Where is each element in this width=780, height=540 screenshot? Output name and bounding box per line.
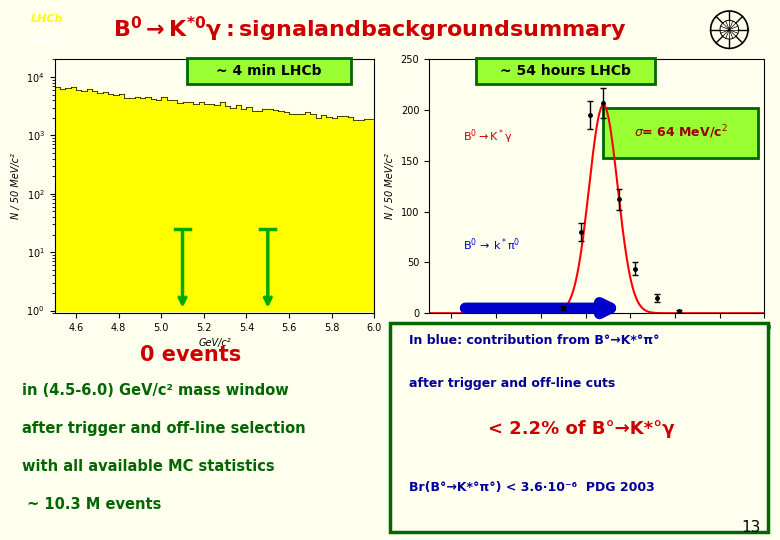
Y-axis label: N / 50 MeV/c²: N / 50 MeV/c² <box>385 153 395 219</box>
Text: ~ 54 hours LHCb: ~ 54 hours LHCb <box>500 64 631 78</box>
Text: 0 events: 0 events <box>140 345 242 364</box>
X-axis label: GeV/c²: GeV/c² <box>580 339 613 348</box>
Text: Br(B°→K*°π°) < 3.6·10⁻⁶  PDG 2003: Br(B°→K*°π°) < 3.6·10⁻⁶ PDG 2003 <box>409 481 655 494</box>
Text: $\mathbf{B^0 \rightarrow K^{*0}\gamma}$$\mathbf{: signal and background summary}: $\mathbf{B^0 \rightarrow K^{*0}\gamma}$$… <box>113 15 627 44</box>
Text: < 2.2% of B°→K*°γ: < 2.2% of B°→K*°γ <box>488 420 675 438</box>
Text: $\mathrm{B^0 \rightarrow K^*\gamma}$: $\mathrm{B^0 \rightarrow K^*\gamma}$ <box>463 127 512 146</box>
Text: in (4.5-6.0) GeV/c² mass window: in (4.5-6.0) GeV/c² mass window <box>23 383 289 399</box>
Text: $\mathrm{B^0\ \! \rightarrow\ \! k^*\pi^0}$: $\mathrm{B^0\ \! \rightarrow\ \! k^*\pi^… <box>463 237 519 253</box>
Y-axis label: N / 50 MeV/c²: N / 50 MeV/c² <box>11 153 21 219</box>
Text: after trigger and off-line selection: after trigger and off-line selection <box>23 421 306 436</box>
FancyBboxPatch shape <box>604 107 757 158</box>
Text: after trigger and off-line cuts: after trigger and off-line cuts <box>409 377 615 390</box>
FancyBboxPatch shape <box>390 323 768 532</box>
X-axis label: GeV/c²: GeV/c² <box>198 339 231 348</box>
Text: LHCb: LHCb <box>30 14 63 24</box>
Text: ~ 10.3 M events: ~ 10.3 M events <box>23 497 161 512</box>
FancyBboxPatch shape <box>476 58 655 84</box>
Text: $\sigma$= 64 MeV/c$^2$: $\sigma$= 64 MeV/c$^2$ <box>633 124 728 141</box>
Text: with all available MC statistics: with all available MC statistics <box>23 459 275 474</box>
Text: bb inclusive: bb inclusive <box>231 77 289 87</box>
FancyBboxPatch shape <box>187 58 351 84</box>
Text: LHCP: LHCP <box>33 36 61 45</box>
Text: In blue: contribution from B°→K*°π°: In blue: contribution from B°→K*°π° <box>409 334 660 347</box>
Text: ~ 4 min LHCb: ~ 4 min LHCb <box>216 64 322 78</box>
Text: 13: 13 <box>741 519 760 535</box>
